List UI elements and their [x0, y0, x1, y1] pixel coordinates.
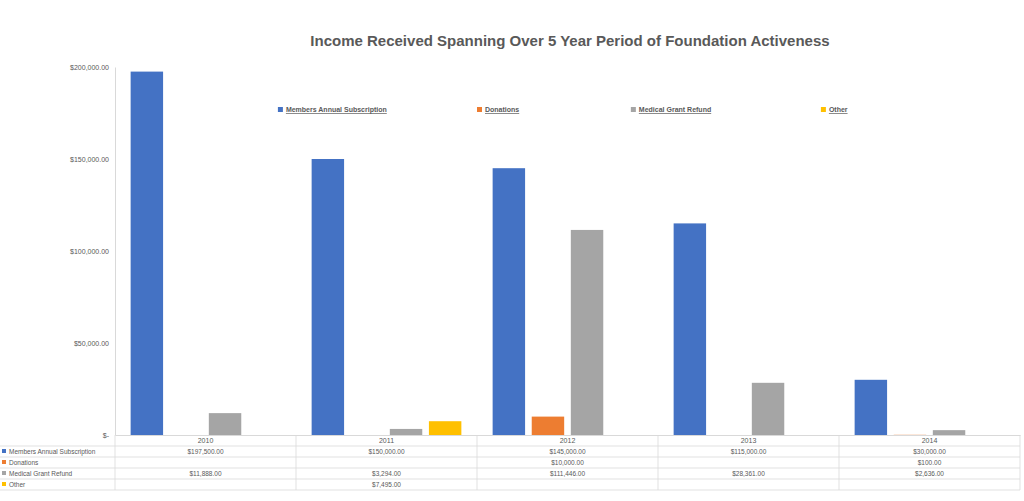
x-tick-label: 2012 — [560, 437, 576, 444]
bar — [131, 72, 163, 435]
table-cell: $30,000.00 — [913, 448, 946, 455]
legend-entry: Medical Grant Refund — [631, 106, 711, 113]
bar — [894, 434, 926, 435]
table-row-label: Donations — [9, 459, 39, 466]
y-tick: $150,000.00 — [70, 156, 115, 163]
table-cell: $111,446.00 — [550, 470, 586, 477]
table-cell: $2,636.00 — [915, 470, 944, 477]
x-tick-label: 2011 — [379, 437, 394, 444]
table-row-line — [0, 457, 1020, 458]
bar — [933, 430, 965, 435]
x-axis-line — [116, 435, 1021, 436]
legend-label: Donations — [485, 106, 519, 113]
x-tick: 2013 — [741, 435, 757, 444]
table-col-line — [477, 435, 478, 490]
y-tick: $100,000.00 — [70, 248, 115, 255]
bar — [532, 417, 564, 435]
table-swatch — [2, 449, 6, 453]
y-tick-label: $200,000.00 — [70, 64, 109, 71]
table-col-line — [296, 435, 297, 490]
x-tick: 2012 — [560, 435, 576, 444]
table-row-line — [0, 446, 1020, 447]
table-row-line — [0, 468, 1020, 469]
legend-entry: Donations — [477, 106, 519, 113]
legend-label: Members Annual Subscription — [286, 106, 387, 114]
bar — [752, 383, 784, 435]
table-col-line — [115, 435, 116, 490]
x-tick-label: 2014 — [922, 437, 938, 444]
legend-label: Medical Grant Refund — [639, 106, 711, 113]
chart-container: Income Received Spanning Over 5 Year Per… — [0, 0, 1024, 501]
x-tick-label: 2013 — [741, 437, 757, 444]
table-swatch — [2, 471, 6, 475]
bar — [429, 421, 461, 435]
bar — [571, 230, 603, 435]
legend: Members Annual Subscription Donations Medi… — [278, 106, 848, 114]
bars — [131, 72, 966, 435]
bar — [855, 380, 887, 435]
table-cell: $145,000.00 — [549, 448, 586, 455]
x-tick: 2014 — [922, 435, 938, 444]
y-tick-label: $50,000.00 — [74, 340, 109, 347]
table-cell: $115,000.00 — [731, 448, 767, 455]
legend-label: Other — [829, 106, 848, 113]
legend-swatch — [631, 107, 636, 112]
table-row-line — [0, 490, 1020, 491]
table-cell: $10,000.00 — [551, 459, 584, 466]
y-tick-label: $- — [103, 432, 110, 439]
x-tick: 2010 — [198, 435, 214, 444]
table-cell: $150,000.00 — [368, 448, 405, 455]
bar — [312, 159, 344, 435]
data-table: Members Annual Subscription $197,500.00 $1… — [0, 435, 1020, 490]
y-tick: $- — [103, 432, 115, 439]
y-tick: $50,000.00 — [74, 340, 115, 347]
table-cell: $28,361.00 — [732, 470, 765, 477]
y-tick: $200,000.00 — [70, 64, 115, 71]
bar-series — [209, 230, 965, 435]
legend-entry: Members Annual Subscription — [278, 106, 387, 114]
bar — [390, 429, 422, 435]
legend-swatch — [821, 107, 826, 112]
bar — [674, 223, 706, 435]
x-tick-label: 2010 — [198, 437, 214, 444]
table-cell: $3,294.00 — [372, 470, 401, 477]
bar — [209, 413, 241, 435]
table-cell: $100.00 — [918, 459, 942, 466]
y-tick-label: $150,000.00 — [70, 156, 109, 163]
bar-series — [429, 421, 461, 435]
table-row-line — [0, 479, 1020, 480]
table-col-line — [1020, 435, 1021, 490]
legend-swatch — [477, 107, 482, 112]
legend-entry: Other — [821, 106, 848, 113]
table-col-line — [658, 435, 659, 490]
table-cell: $197,500.00 — [187, 448, 224, 455]
table-cell: $11,888.00 — [189, 470, 221, 477]
table-row-label: Medical Grant Refund — [9, 470, 73, 477]
table-row-label: Members Annual Subscription — [9, 448, 96, 456]
chart-svg: Income Received Spanning Over 5 Year Per… — [0, 0, 1024, 501]
y-tick-label: $100,000.00 — [70, 248, 109, 255]
table-row-label: Other — [9, 481, 26, 488]
table-swatch — [2, 482, 6, 486]
bar — [493, 168, 525, 435]
bar-series — [131, 72, 887, 435]
x-tick: 2011 — [379, 435, 394, 444]
table-cell: $7,495.00 — [372, 481, 401, 488]
x-axis: 2010 2011 2012 2013 2014 — [116, 435, 1021, 444]
y-axis: $- $50,000.00 $100,000.00 $150,000.00 $200,0… — [70, 64, 115, 439]
y-axis-line — [115, 68, 116, 436]
chart-title: Income Received Spanning Over 5 Year Per… — [310, 32, 829, 49]
table-col-line — [839, 435, 840, 490]
legend-swatch — [278, 107, 283, 112]
table-swatch — [2, 460, 6, 464]
